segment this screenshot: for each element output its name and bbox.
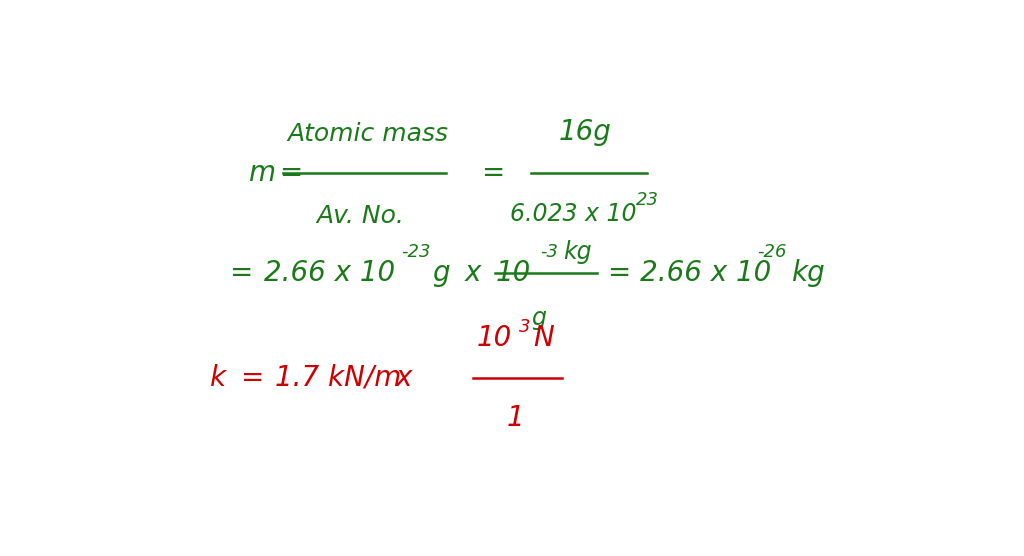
Text: k: k	[209, 364, 225, 392]
Text: kg: kg	[563, 240, 592, 264]
Text: 16g: 16g	[559, 118, 611, 146]
Text: 3: 3	[519, 318, 530, 336]
Text: g: g	[531, 306, 546, 330]
Text: 6.023 x 10: 6.023 x 10	[510, 202, 637, 226]
Text: 23: 23	[636, 191, 658, 208]
Text: 2.66 x 10: 2.66 x 10	[263, 259, 394, 287]
Text: N: N	[534, 324, 554, 351]
Text: Av. No.: Av. No.	[316, 204, 404, 228]
Text: -26: -26	[758, 244, 786, 261]
Text: Atomic mass: Atomic mass	[288, 122, 449, 146]
Text: 1.7 kN/m: 1.7 kN/m	[275, 364, 401, 392]
Text: =: =	[280, 159, 302, 187]
Text: x: x	[465, 259, 481, 287]
Text: =: =	[228, 259, 252, 287]
Text: 1: 1	[507, 404, 524, 432]
Text: kg: kg	[791, 259, 824, 287]
Text: =: =	[241, 364, 263, 392]
Text: x: x	[395, 364, 412, 392]
Text: =: =	[480, 159, 504, 187]
Text: g: g	[432, 259, 450, 287]
Text: 10: 10	[496, 259, 531, 287]
Text: -3: -3	[541, 244, 558, 261]
Text: = 2.66 x 10: = 2.66 x 10	[608, 259, 772, 287]
Text: m: m	[248, 159, 275, 187]
Text: 10: 10	[477, 324, 512, 351]
Text: -23: -23	[400, 244, 430, 261]
